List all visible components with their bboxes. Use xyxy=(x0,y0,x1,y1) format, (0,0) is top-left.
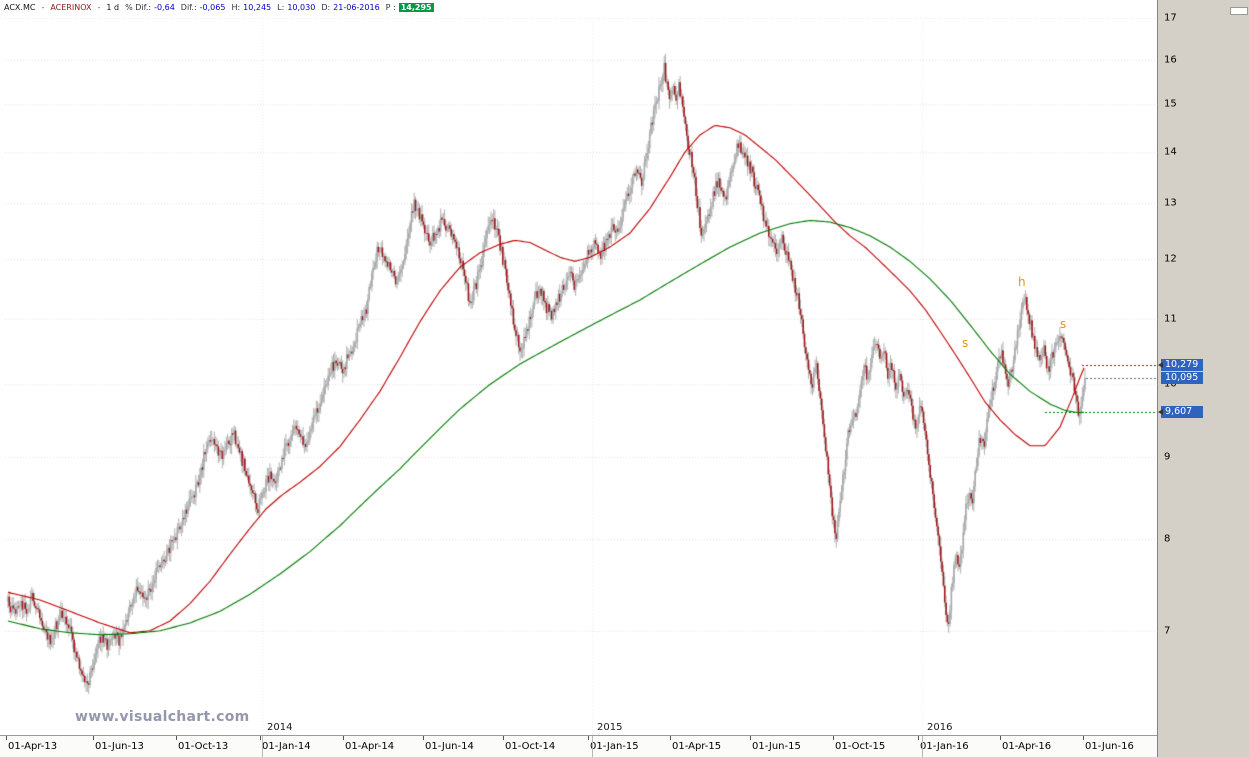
y-axis-tick-label: 10 xyxy=(1164,378,1177,390)
year-tick xyxy=(592,736,593,757)
header-field: H: 10,245 xyxy=(231,3,271,12)
field-value: -0,64 xyxy=(154,2,175,12)
x-axis-date-label: 01-Apr-16 xyxy=(1002,741,1052,752)
price-arrow-icon xyxy=(1158,409,1163,416)
y-axis-tick-label: 11 xyxy=(1164,313,1177,325)
x-axis-date-label: 01-Oct-13 xyxy=(178,741,229,752)
y-axis-tick-label: 12 xyxy=(1164,253,1177,264)
x-axis-date-label: 01-Jan-16 xyxy=(920,741,969,752)
x-axis-date-label: 01-Jun-16 xyxy=(1085,741,1134,752)
y-axis-tick-label: 15 xyxy=(1164,98,1177,110)
price-label-box: 10,279 xyxy=(1161,359,1203,372)
header-field: % Dif.: -0,64 xyxy=(125,3,175,12)
field-label: L: xyxy=(277,2,285,12)
x-axis-tick xyxy=(6,736,7,740)
time-axis[interactable]: 01-Apr-13 01-Jun-13 01-Oct-13 01-Jan-14 01-A… xyxy=(0,735,1157,757)
symbol-code: ACX.MC xyxy=(4,2,36,12)
x-axis-tick xyxy=(423,736,424,740)
y-axis-tick-label: 17 xyxy=(1164,12,1177,24)
x-axis-tick xyxy=(588,736,589,740)
instrument-name: ACERINOX xyxy=(50,2,92,12)
y-axis-tick-label: 16 xyxy=(1164,54,1177,66)
price-arrow-icon xyxy=(1158,362,1163,369)
field-label: P : xyxy=(385,2,396,12)
x-axis-tick xyxy=(503,736,504,740)
y-axis-tick-label: 13 xyxy=(1164,197,1177,209)
x-axis-date-label: 01-Apr-13 xyxy=(8,741,58,752)
price-label-box: 9,607 xyxy=(1161,406,1203,419)
x-axis-tick xyxy=(1083,736,1084,740)
x-axis-tick xyxy=(176,736,177,740)
y-axis-tick-label: 9 xyxy=(1164,451,1171,463)
pattern-annotation-letter[interactable]: s xyxy=(962,336,969,350)
x-axis-date-label: 01-Jan-14 xyxy=(262,741,311,752)
separator-dash: - xyxy=(41,2,45,12)
y-axis-tick-label: 7 xyxy=(1164,625,1171,637)
field-value: 14,295 xyxy=(398,2,434,12)
field-value: -0,065 xyxy=(199,2,226,12)
separator-dash: - xyxy=(97,2,101,12)
x-axis-date-label: 01-Oct-15 xyxy=(835,741,886,752)
visualchart-watermark: www.visualchart.com xyxy=(75,709,250,725)
axis-corner-button[interactable] xyxy=(1230,7,1248,15)
x-axis-tick xyxy=(670,736,671,740)
field-value: 21-06-2016 xyxy=(333,2,380,12)
field-label: D: xyxy=(321,2,331,12)
price-axis[interactable]: 7 8 9 10 11 12 13 14 15 16 17 10,279 10,095 9,607 xyxy=(1157,0,1249,757)
x-axis-tick xyxy=(260,736,261,740)
year-tick xyxy=(262,736,263,757)
header-field: D: 21-06-2016 xyxy=(321,3,379,12)
pattern-annotation-letter[interactable]: s xyxy=(1060,317,1067,331)
x-axis-date-label: 01-Jun-13 xyxy=(95,741,144,752)
x-axis-date-label: 01-Jun-15 xyxy=(752,741,801,752)
x-axis-tick xyxy=(833,736,834,740)
header-field: P :14,295 xyxy=(385,2,434,12)
x-axis-date-label: 01-Jun-14 xyxy=(425,741,474,752)
field-label: Dif.: xyxy=(180,2,197,12)
header-field: L: 10,030 xyxy=(277,3,315,12)
header-quote-fields: % Dif.: -0,64 Dif.: -0,065 H: 10,245 L: 10,030 D… xyxy=(125,2,434,12)
price-label-box: 10,095 xyxy=(1161,371,1203,384)
field-value: 10,030 xyxy=(287,2,316,12)
x-axis-tick xyxy=(343,736,344,740)
x-axis-tick xyxy=(750,736,751,740)
x-axis-tick xyxy=(93,736,94,740)
x-axis-tick xyxy=(918,736,919,740)
x-axis-date-label: 01-Jan-15 xyxy=(590,741,639,752)
timeframe-label: 1 d xyxy=(106,2,120,12)
pattern-annotation-letter[interactable]: h xyxy=(1018,275,1026,289)
x-axis-tick xyxy=(1000,736,1001,740)
field-value: 10,245 xyxy=(243,2,272,12)
y-axis-tick-label: 8 xyxy=(1164,533,1171,545)
x-axis-date-label: 01-Oct-14 xyxy=(505,741,556,752)
y-axis-tick-label: 14 xyxy=(1164,146,1177,158)
header-field: Dif.: -0,065 xyxy=(181,3,226,12)
field-label: H: xyxy=(231,2,241,12)
chart-header: ACX.MC - ACERINOX - 1 d % Dif.: -0,64 Dif.… xyxy=(4,1,434,13)
field-label: % Dif.: xyxy=(125,2,152,12)
x-axis-date-label: 01-Apr-15 xyxy=(672,741,722,752)
year-tick xyxy=(922,736,923,757)
x-axis-date-label: 01-Apr-14 xyxy=(345,741,395,752)
